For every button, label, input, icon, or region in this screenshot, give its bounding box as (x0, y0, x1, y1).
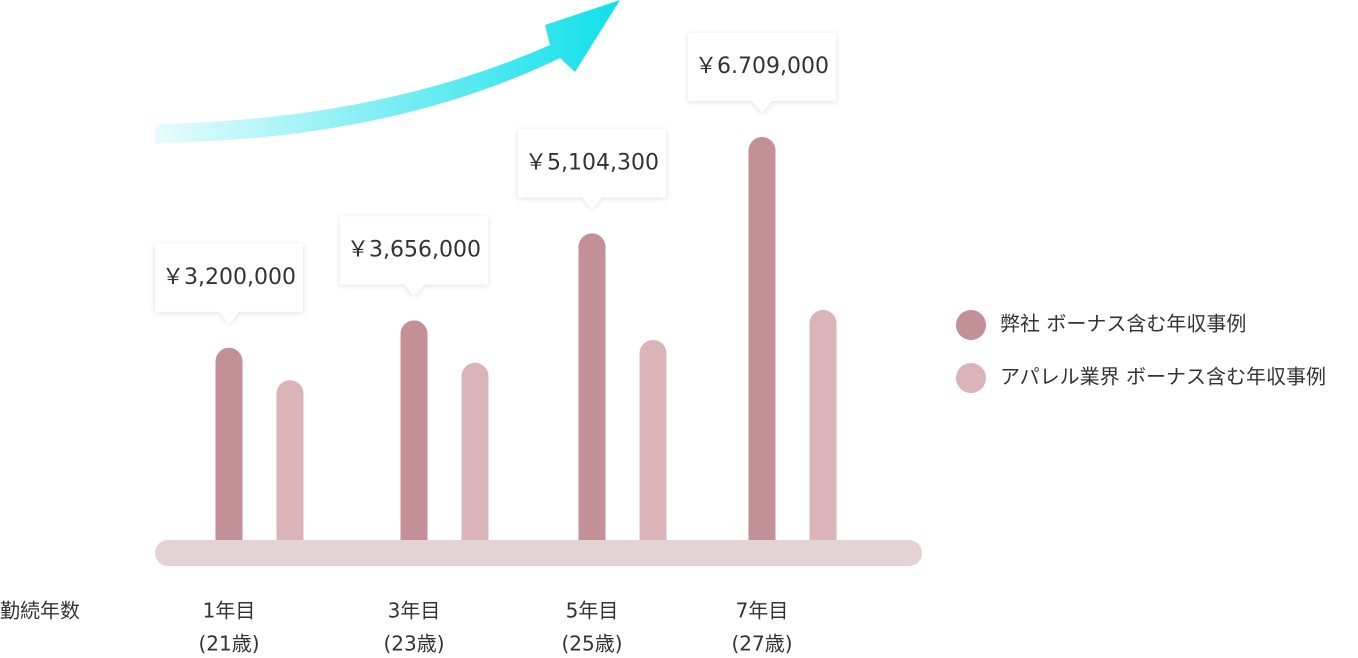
x-tick-sublabel: (21歳) (198, 632, 259, 656)
legend-swatch (956, 363, 986, 393)
bar (809, 309, 837, 540)
x-tick-sublabel: (25歳) (561, 632, 622, 656)
value-label: ￥3,656,000 (347, 237, 481, 262)
value-label: ￥6.709,000 (695, 54, 829, 79)
bar (400, 320, 428, 540)
legend-label: アパレル業界 ボーナス含む年収事例 (1000, 365, 1326, 389)
bar (639, 339, 667, 540)
callout-box (155, 243, 303, 324)
legend-swatch (956, 310, 986, 340)
value-callout: ￥6.709,000 (688, 33, 836, 113)
legend-label: 弊社 ボーナス含む年収事例 (1000, 312, 1246, 336)
x-tick-sublabel: (27歳) (731, 632, 792, 656)
trend-arrow (155, 0, 620, 143)
callout-box (340, 216, 488, 297)
bar (215, 347, 243, 540)
value-callout: ￥3,200,000 (155, 243, 303, 324)
x-axis-label: 勤続年数 (0, 599, 80, 623)
x-tick-label: 7年目 (736, 599, 789, 623)
callout-box (518, 129, 666, 210)
x-tick-label: 5年目 (566, 599, 619, 623)
callout-box (688, 33, 836, 113)
bar (578, 233, 606, 540)
value-callout: ￥5,104,300 (518, 129, 666, 210)
bar (276, 380, 304, 540)
value-label: ￥3,200,000 (162, 265, 296, 290)
x-tick-label: 1年目 (203, 599, 256, 623)
value-label: ￥5,104,300 (525, 150, 659, 175)
value-callout: ￥3,656,000 (340, 216, 488, 297)
bar (748, 137, 776, 540)
x-tick-sublabel: (23歳) (383, 632, 444, 656)
x-tick-label: 3年目 (388, 599, 441, 623)
baseline-bar (155, 540, 922, 566)
bar (461, 362, 489, 540)
